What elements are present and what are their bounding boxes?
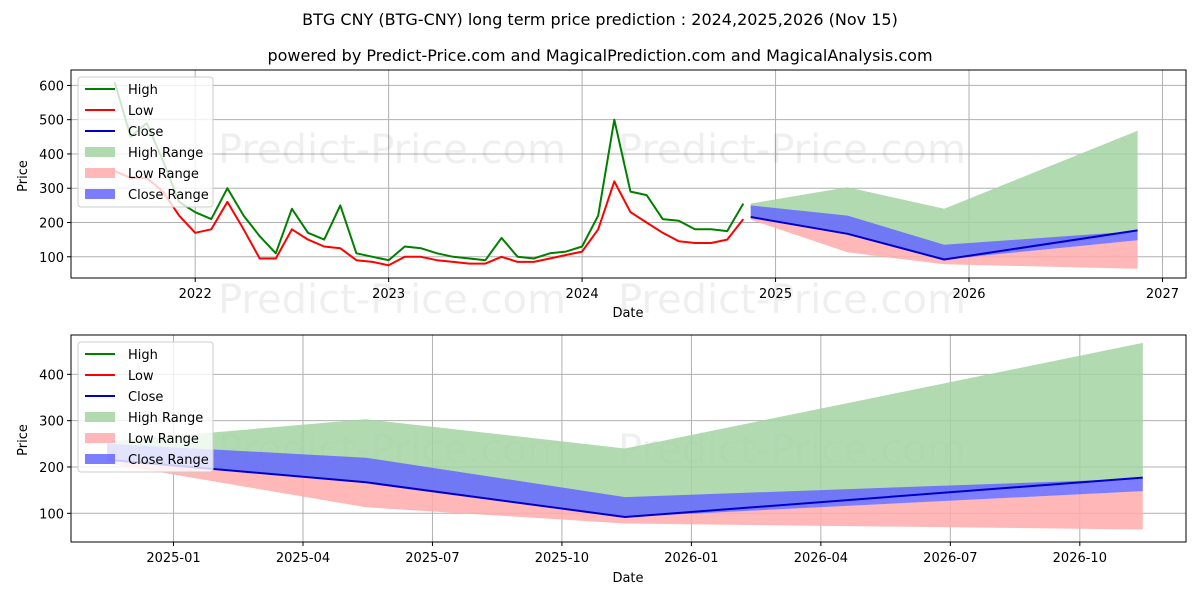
- legend-close-range-swatch: [85, 454, 115, 464]
- close-range-area: [750, 205, 1138, 260]
- legend-label: High: [128, 83, 158, 98]
- bottom-x-label: Date: [612, 571, 643, 586]
- x-tick-label: 2025-07: [405, 551, 459, 566]
- low-range-area: [107, 461, 1143, 530]
- legend-label: Close Range: [128, 453, 209, 468]
- legend-label: High: [128, 348, 158, 363]
- x-tick-label: 2024: [566, 287, 599, 302]
- chart-title: BTG CNY (BTG-CNY) long term price predic…: [302, 10, 898, 29]
- legend-label: High Range: [128, 411, 203, 426]
- watermark-text: Predict-Price.com: [218, 127, 566, 173]
- legend-label: High Range: [128, 146, 203, 161]
- top-chart: Predict-Price.com Predict-Price.com Predic…: [16, 69, 1187, 323]
- chart-subtitle: powered by Predict-Price.com and Magical…: [267, 46, 933, 65]
- close-range-area: [107, 443, 1143, 517]
- top-x-axis: 2022 2023 2024 2025 2026 2027: [179, 278, 1179, 302]
- legend-close-range-swatch: [85, 189, 115, 199]
- bottom-forecast-areas: [107, 342, 1143, 530]
- watermark-text: Predict-Price.com: [618, 277, 966, 323]
- x-tick-label: 2025-10: [535, 551, 589, 566]
- x-tick-label: 2023: [372, 287, 405, 302]
- legend-label: Close: [128, 390, 163, 405]
- low-range-area: [750, 217, 1138, 269]
- watermark-text: Predict-Price.com: [218, 277, 566, 323]
- bottom-y-label: Price: [16, 424, 31, 456]
- y-tick-label: 400: [39, 148, 64, 163]
- close-line: [107, 458, 1143, 518]
- x-tick-label: 2026-10: [1053, 551, 1107, 566]
- y-tick-label: 300: [39, 182, 64, 197]
- close-line: [750, 216, 1138, 261]
- top-y-axis: 100 200 300 400 500 600: [39, 79, 71, 266]
- legend-label: Low: [128, 369, 154, 384]
- high-line: [113, 81, 745, 262]
- y-tick-label: 600: [39, 79, 64, 94]
- y-tick-label: 400: [39, 368, 64, 383]
- x-tick-label: 2027: [1146, 287, 1179, 302]
- low-line: [114, 170, 745, 267]
- top-axes-frame: [70, 69, 1187, 279]
- x-tick-label: 2026-04: [794, 551, 848, 566]
- bottom-legend: High Low Close High Range Low Range Close Ran…: [77, 341, 214, 473]
- y-tick-label: 100: [39, 507, 64, 522]
- y-tick-label: 200: [39, 461, 64, 476]
- legend-low-range-swatch: [85, 168, 115, 178]
- top-lines: [113, 81, 1138, 267]
- x-tick-label: 2022: [179, 287, 212, 302]
- legend-low-range-swatch: [85, 433, 115, 443]
- y-tick-label: 200: [39, 216, 64, 231]
- bottom-axes-frame: [70, 334, 1187, 543]
- x-tick-label: 2026: [952, 287, 985, 302]
- legend-label: Close Range: [128, 188, 209, 203]
- x-tick-label: 2025-04: [276, 551, 330, 566]
- y-tick-label: 300: [39, 415, 64, 430]
- top-x-label: Date: [612, 306, 643, 321]
- x-tick-label: 2025: [759, 287, 792, 302]
- legend-label: Close: [128, 125, 163, 140]
- top-legend: High Low Close High Range Low Range Close Ran…: [77, 76, 214, 208]
- top-watermark: Predict-Price.com Predict-Price.com Predic…: [218, 127, 966, 323]
- x-tick-label: 2025-01: [146, 551, 200, 566]
- x-tick-label: 2026-07: [923, 551, 977, 566]
- legend-label: Low: [128, 104, 154, 119]
- bottom-y-axis: 100 200 300 400: [39, 368, 71, 522]
- bottom-x-axis: 2025-01 2025-04 2025-07 2025-10 2026-01 2026-…: [146, 542, 1107, 566]
- legend-high-range-swatch: [85, 147, 115, 157]
- bottom-lines: [107, 458, 1143, 518]
- y-tick-label: 100: [39, 251, 64, 266]
- watermark-text: Predict-Price.com: [618, 127, 966, 173]
- legend-high-range-swatch: [85, 412, 115, 422]
- legend-label: Low Range: [128, 432, 199, 447]
- legend-label: Low Range: [128, 167, 199, 182]
- top-forecast-areas: [750, 130, 1138, 269]
- x-tick-label: 2026-01: [664, 551, 718, 566]
- top-y-label: Price: [16, 160, 31, 192]
- y-tick-label: 500: [39, 114, 64, 129]
